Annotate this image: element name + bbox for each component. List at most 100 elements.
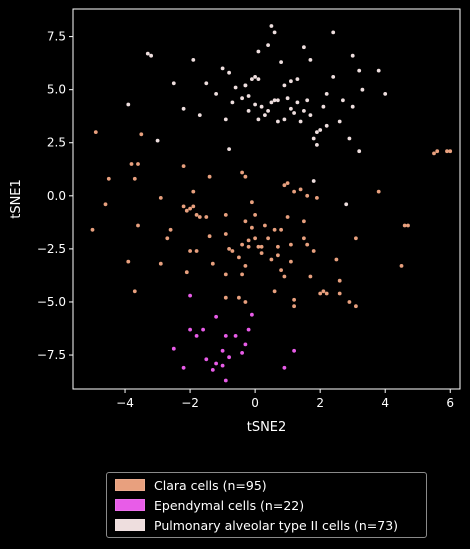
point-series-0-76 bbox=[308, 274, 313, 279]
point-series-0-20 bbox=[197, 215, 202, 219]
point-series-0-64 bbox=[285, 215, 290, 219]
legend-label-clara: Clara cells (n=95) bbox=[154, 477, 267, 493]
point-series-0-93 bbox=[435, 149, 440, 154]
point-series-2-65 bbox=[383, 92, 388, 96]
point-series-0-82 bbox=[324, 291, 329, 296]
point-series-0-8 bbox=[136, 223, 140, 228]
point-series-1-13 bbox=[227, 355, 232, 360]
y-tick-label: −5.0 bbox=[37, 295, 66, 309]
point-series-1-21 bbox=[292, 348, 296, 353]
point-series-0-30 bbox=[223, 213, 228, 217]
point-series-0-57 bbox=[272, 227, 277, 232]
point-series-2-22 bbox=[256, 117, 261, 122]
point-series-2-5 bbox=[191, 58, 196, 62]
point-series-0-15 bbox=[181, 204, 186, 209]
point-series-0-52 bbox=[243, 174, 248, 179]
point-series-0-27 bbox=[207, 234, 212, 239]
point-series-2-37 bbox=[289, 106, 293, 111]
legend-swatch-alveolar bbox=[115, 519, 145, 531]
point-series-2-33 bbox=[256, 49, 261, 54]
point-series-1-9 bbox=[214, 314, 219, 319]
point-series-0-29 bbox=[207, 174, 212, 179]
point-series-0-50 bbox=[240, 242, 245, 247]
point-series-0-16 bbox=[188, 206, 193, 211]
point-series-2-11 bbox=[230, 100, 235, 105]
point-series-2-34 bbox=[243, 83, 248, 88]
point-series-2-51 bbox=[308, 58, 313, 62]
point-series-2-4 bbox=[181, 106, 186, 111]
point-series-2-9 bbox=[220, 66, 225, 71]
point-series-0-4 bbox=[129, 162, 134, 166]
point-series-0-3 bbox=[106, 176, 111, 181]
point-series-0-59 bbox=[276, 244, 280, 249]
point-series-0-14 bbox=[165, 236, 170, 241]
point-series-2-19 bbox=[256, 77, 261, 81]
point-series-0-92 bbox=[406, 223, 410, 228]
legend-swatch-ependymal bbox=[115, 499, 145, 511]
point-series-2-30 bbox=[272, 30, 277, 35]
point-series-0-95 bbox=[445, 149, 449, 154]
point-series-0-78 bbox=[315, 196, 319, 200]
x-tick-label: −4 bbox=[116, 396, 134, 410]
point-series-0-61 bbox=[282, 274, 287, 279]
point-series-2-18 bbox=[253, 75, 257, 79]
x-tick-label: 4 bbox=[381, 396, 389, 410]
point-series-0-9 bbox=[126, 259, 131, 264]
points-layer bbox=[90, 24, 453, 383]
y-axis-ticks: −7.5 −5.0 −2.5 0.0 2.5 5.0 7.5 bbox=[37, 30, 73, 362]
point-series-0-41 bbox=[250, 200, 254, 205]
point-series-0-43 bbox=[250, 225, 254, 230]
point-series-0-17 bbox=[191, 204, 196, 209]
x-axis-label: tSNE2 bbox=[247, 420, 287, 435]
point-series-2-50 bbox=[302, 45, 306, 50]
legend-label-ependymal: Ependymal cells (n=22) bbox=[154, 497, 305, 513]
point-series-0-34 bbox=[223, 272, 228, 277]
point-series-0-80 bbox=[318, 291, 323, 296]
point-series-0-19 bbox=[194, 213, 199, 217]
point-series-0-89 bbox=[376, 189, 381, 194]
point-series-0-56 bbox=[269, 257, 274, 262]
point-series-0-13 bbox=[168, 227, 173, 232]
point-series-2-21 bbox=[253, 102, 257, 107]
point-series-0-66 bbox=[289, 259, 293, 264]
point-series-1-5 bbox=[194, 334, 199, 338]
point-series-2-46 bbox=[308, 113, 313, 117]
point-series-0-11 bbox=[158, 196, 163, 200]
point-series-2-28 bbox=[276, 98, 280, 103]
point-series-1-14 bbox=[223, 378, 228, 383]
point-series-0-54 bbox=[263, 223, 267, 228]
point-series-0-83 bbox=[334, 257, 339, 262]
point-series-2-23 bbox=[259, 104, 264, 109]
point-series-0-2 bbox=[103, 202, 108, 207]
point-series-2-49 bbox=[318, 128, 323, 132]
point-series-0-62 bbox=[272, 289, 277, 294]
point-series-1-15 bbox=[233, 334, 238, 338]
point-series-0-91 bbox=[402, 223, 407, 228]
point-series-0-21 bbox=[188, 249, 193, 253]
point-series-0-25 bbox=[191, 189, 196, 194]
legend-label-alveolar: Pulmonary alveolar type II cells (n=73) bbox=[154, 517, 399, 533]
legend: Clara cells (n=95) Ependymal cells (n=22… bbox=[106, 472, 427, 538]
point-series-2-13 bbox=[227, 147, 232, 152]
point-series-0-23 bbox=[184, 270, 189, 275]
point-series-1-8 bbox=[214, 361, 219, 366]
point-series-1-11 bbox=[220, 363, 225, 368]
legend-swatch-clara bbox=[115, 479, 145, 491]
point-series-2-6 bbox=[197, 113, 202, 117]
point-series-0-46 bbox=[253, 236, 257, 241]
point-series-2-48 bbox=[315, 143, 319, 147]
point-series-2-44 bbox=[295, 77, 300, 81]
x-tick-label: 0 bbox=[251, 396, 259, 410]
point-series-0-12 bbox=[158, 261, 163, 266]
point-series-0-81 bbox=[321, 289, 326, 294]
point-series-0-71 bbox=[292, 189, 296, 194]
point-series-0-88 bbox=[354, 236, 358, 241]
point-series-2-35 bbox=[276, 119, 280, 124]
point-series-1-2 bbox=[188, 327, 193, 332]
point-series-1-17 bbox=[243, 342, 248, 347]
point-series-1-20 bbox=[282, 365, 287, 370]
point-series-2-57 bbox=[331, 30, 336, 35]
point-series-0-22 bbox=[194, 249, 199, 253]
point-series-0-24 bbox=[181, 164, 186, 169]
